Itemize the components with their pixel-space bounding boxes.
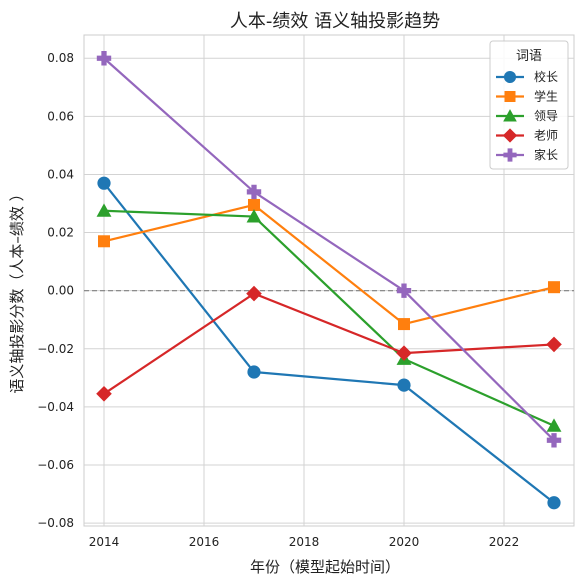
legend-label: 领导	[534, 109, 558, 123]
data-point	[398, 318, 410, 331]
data-point	[546, 336, 562, 353]
y-tick-label: 0.08	[47, 51, 74, 65]
data-point	[246, 209, 262, 223]
x-tick-label: 2014	[89, 535, 120, 549]
y-tick-label: 0.06	[47, 109, 74, 123]
legend-label: 学生	[534, 89, 558, 104]
series-line	[103, 203, 555, 326]
series-line	[103, 182, 555, 504]
y-tick-label: −0.04	[37, 400, 74, 414]
data-point	[248, 198, 260, 211]
y-tick-label: −0.08	[37, 516, 74, 530]
data-point	[546, 433, 562, 448]
legend-title: 词语	[516, 49, 542, 64]
x-tick-label: 2020	[389, 535, 420, 549]
legend-marker	[503, 70, 517, 84]
data-point	[548, 281, 560, 294]
y-tick-label: −0.06	[37, 458, 74, 472]
legend-label: 校长	[534, 69, 558, 84]
legend-marker	[503, 109, 517, 122]
chart-title: 人本-绩效 语义轴投影趋势	[230, 11, 440, 32]
legend-marker	[502, 128, 518, 143]
data-point	[547, 496, 561, 510]
data-point	[96, 51, 112, 66]
data-point	[96, 386, 112, 402]
legend-marker	[504, 91, 516, 102]
data-point	[97, 176, 111, 190]
data-point	[98, 235, 110, 248]
data-point	[546, 418, 562, 432]
legend-label: 家长	[534, 147, 558, 162]
x-axis-label: 年份（模型起始时间）	[250, 558, 400, 576]
data-point	[96, 203, 112, 217]
data-point	[397, 378, 411, 392]
x-tick-label: 2018	[289, 535, 320, 549]
legend-label: 老师	[534, 129, 558, 143]
series-line	[103, 57, 555, 442]
y-tick-label: 0.00	[47, 284, 74, 298]
y-tick-label: 0.04	[47, 167, 74, 181]
y-tick-label: 0.02	[47, 226, 74, 240]
data-point	[396, 345, 412, 361]
series-line	[103, 209, 555, 427]
series-line	[103, 292, 555, 395]
data-point	[246, 285, 262, 302]
legend-marker	[503, 148, 517, 162]
y-tick-label: −0.02	[37, 342, 74, 356]
x-tick-label: 2022	[489, 535, 520, 549]
y-axis-label: 语义轴投影分数（人本–绩效 ）	[8, 186, 26, 393]
data-point	[396, 283, 412, 298]
data-point	[247, 365, 261, 379]
x-tick-label: 2016	[189, 535, 220, 549]
data-point	[246, 184, 262, 200]
